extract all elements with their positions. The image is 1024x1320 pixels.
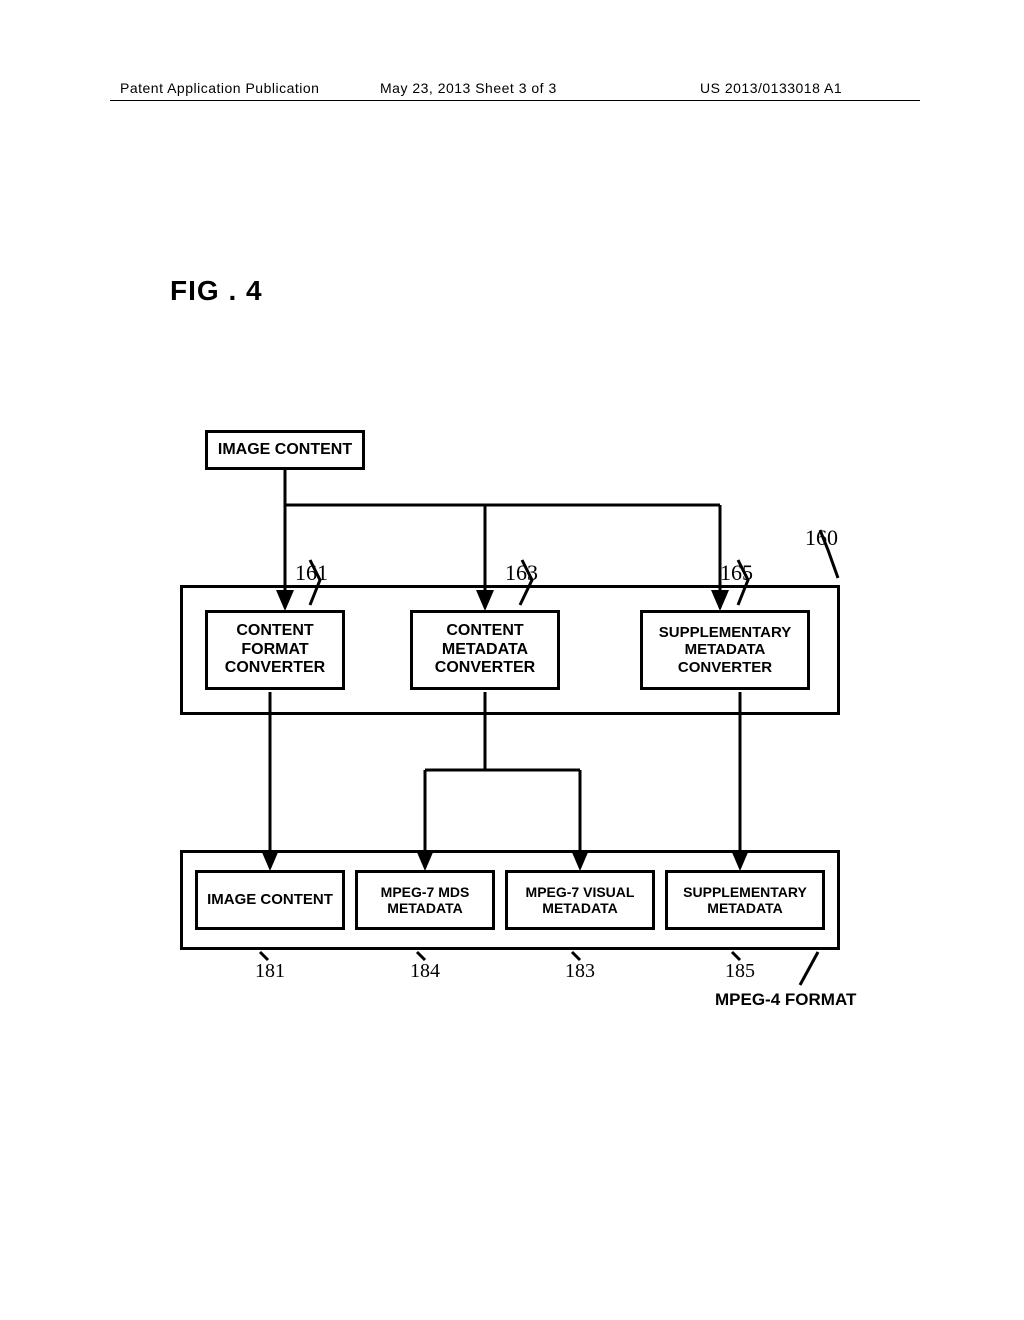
ref-165: 165: [720, 560, 753, 586]
box-out-image-content: IMAGE CONTENT: [195, 870, 345, 930]
header-left: Patent Application Publication: [120, 80, 319, 96]
wires: [160, 430, 860, 1130]
label-mpeg4-format: MPEG-4 FORMAT: [715, 990, 856, 1010]
ref-161: 161: [295, 560, 328, 586]
ref-160: 160: [805, 525, 838, 551]
box-image-content-in: IMAGE CONTENT: [205, 430, 365, 470]
ref-184: 184: [410, 960, 440, 983]
box-supplementary-metadata-converter: SUPPLEMENTARY METADATA CONVERTER: [640, 610, 810, 690]
ref-181: 181: [255, 960, 285, 983]
box-out-mpeg7-visual: MPEG-7 VISUAL METADATA: [505, 870, 655, 930]
header-mid: May 23, 2013 Sheet 3 of 3: [380, 80, 557, 96]
ref-183: 183: [565, 960, 595, 983]
box-out-supplementary: SUPPLEMENTARY METADATA: [665, 870, 825, 930]
box-content-format-converter: CONTENT FORMAT CONVERTER: [205, 610, 345, 690]
diagram: IMAGE CONTENT 160 161 163 165 CONTENT FO…: [160, 430, 860, 1130]
box-out-mpeg7-mds: MPEG-7 MDS METADATA: [355, 870, 495, 930]
header-right: US 2013/0133018 A1: [700, 80, 842, 96]
ref-185: 185: [725, 960, 755, 983]
figure-label: FIG . 4: [170, 275, 263, 307]
box-content-metadata-converter: CONTENT METADATA CONVERTER: [410, 610, 560, 690]
ref-163: 163: [505, 560, 538, 586]
header-rule: [110, 100, 920, 101]
